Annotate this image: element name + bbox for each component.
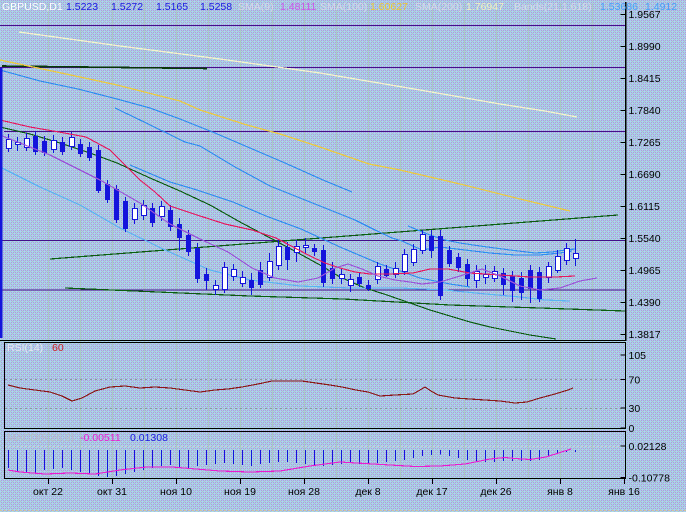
svg-text:GBPUSD,D1: GBPUSD,D1 [2,1,63,13]
svg-text:1.53686: 1.53686 [600,1,638,13]
svg-text:1.6690: 1.6690 [629,169,661,181]
svg-text:SMA(100): SMA(100) [320,1,367,13]
svg-text:1.4965: 1.4965 [629,265,661,277]
svg-text:1.4390: 1.4390 [629,297,661,309]
svg-text:янв 8: янв 8 [547,486,573,498]
svg-text:1.4912: 1.4912 [645,1,677,13]
svg-text:ноя 10: ноя 10 [160,486,192,498]
svg-text:1.5540: 1.5540 [629,233,661,245]
svg-text:SMA(9): SMA(9) [238,1,274,13]
svg-text:1.6115: 1.6115 [629,201,660,213]
svg-text:70: 70 [629,375,641,387]
svg-text:ноя 28: ноя 28 [288,486,320,498]
svg-text:0: 0 [629,423,635,435]
svg-text:60: 60 [52,342,64,354]
svg-text:0.01308: 0.01308 [130,432,168,444]
svg-text:RSI(14): RSI(14) [7,342,43,354]
svg-text:дек 26: дек 26 [480,486,511,498]
svg-text:1.48111: 1.48111 [280,1,317,13]
svg-text:дек 8: дек 8 [355,486,380,498]
svg-text:0.02128: 0.02128 [629,441,667,453]
svg-text:1.5258: 1.5258 [200,1,232,13]
svg-text:янв 16: янв 16 [608,486,640,498]
svg-text:30: 30 [629,403,641,415]
svg-text:-0.10778: -0.10778 [629,473,671,485]
svg-text:1.5272: 1.5272 [111,1,143,13]
svg-text:окт 22: окт 22 [33,486,63,498]
svg-text:Bands(21,1.618): Bands(21,1.618) [514,1,592,13]
svg-text:MACD(5,26,9): MACD(5,26,9) [7,432,74,444]
svg-text:-0.00511: -0.00511 [80,432,121,444]
svg-text:1.7265: 1.7265 [629,137,661,149]
svg-text:1.7840: 1.7840 [629,105,661,117]
svg-text:окт 31: окт 31 [97,486,127,498]
svg-text:1.3817: 1.3817 [629,329,661,341]
svg-text:105: 105 [629,350,647,362]
svg-text:1.5223: 1.5223 [66,1,98,13]
svg-text:1.76947: 1.76947 [466,1,504,13]
svg-text:1.8415: 1.8415 [629,73,661,85]
svg-text:ноя 19: ноя 19 [224,486,256,498]
svg-text:1.60627: 1.60627 [370,1,408,13]
svg-text:1.5165: 1.5165 [156,1,188,13]
svg-text:дек 17: дек 17 [416,486,447,498]
svg-text:1.9567: 1.9567 [629,9,661,21]
svg-text:SMA(200): SMA(200) [415,1,462,13]
svg-text:1.8990: 1.8990 [629,41,661,53]
